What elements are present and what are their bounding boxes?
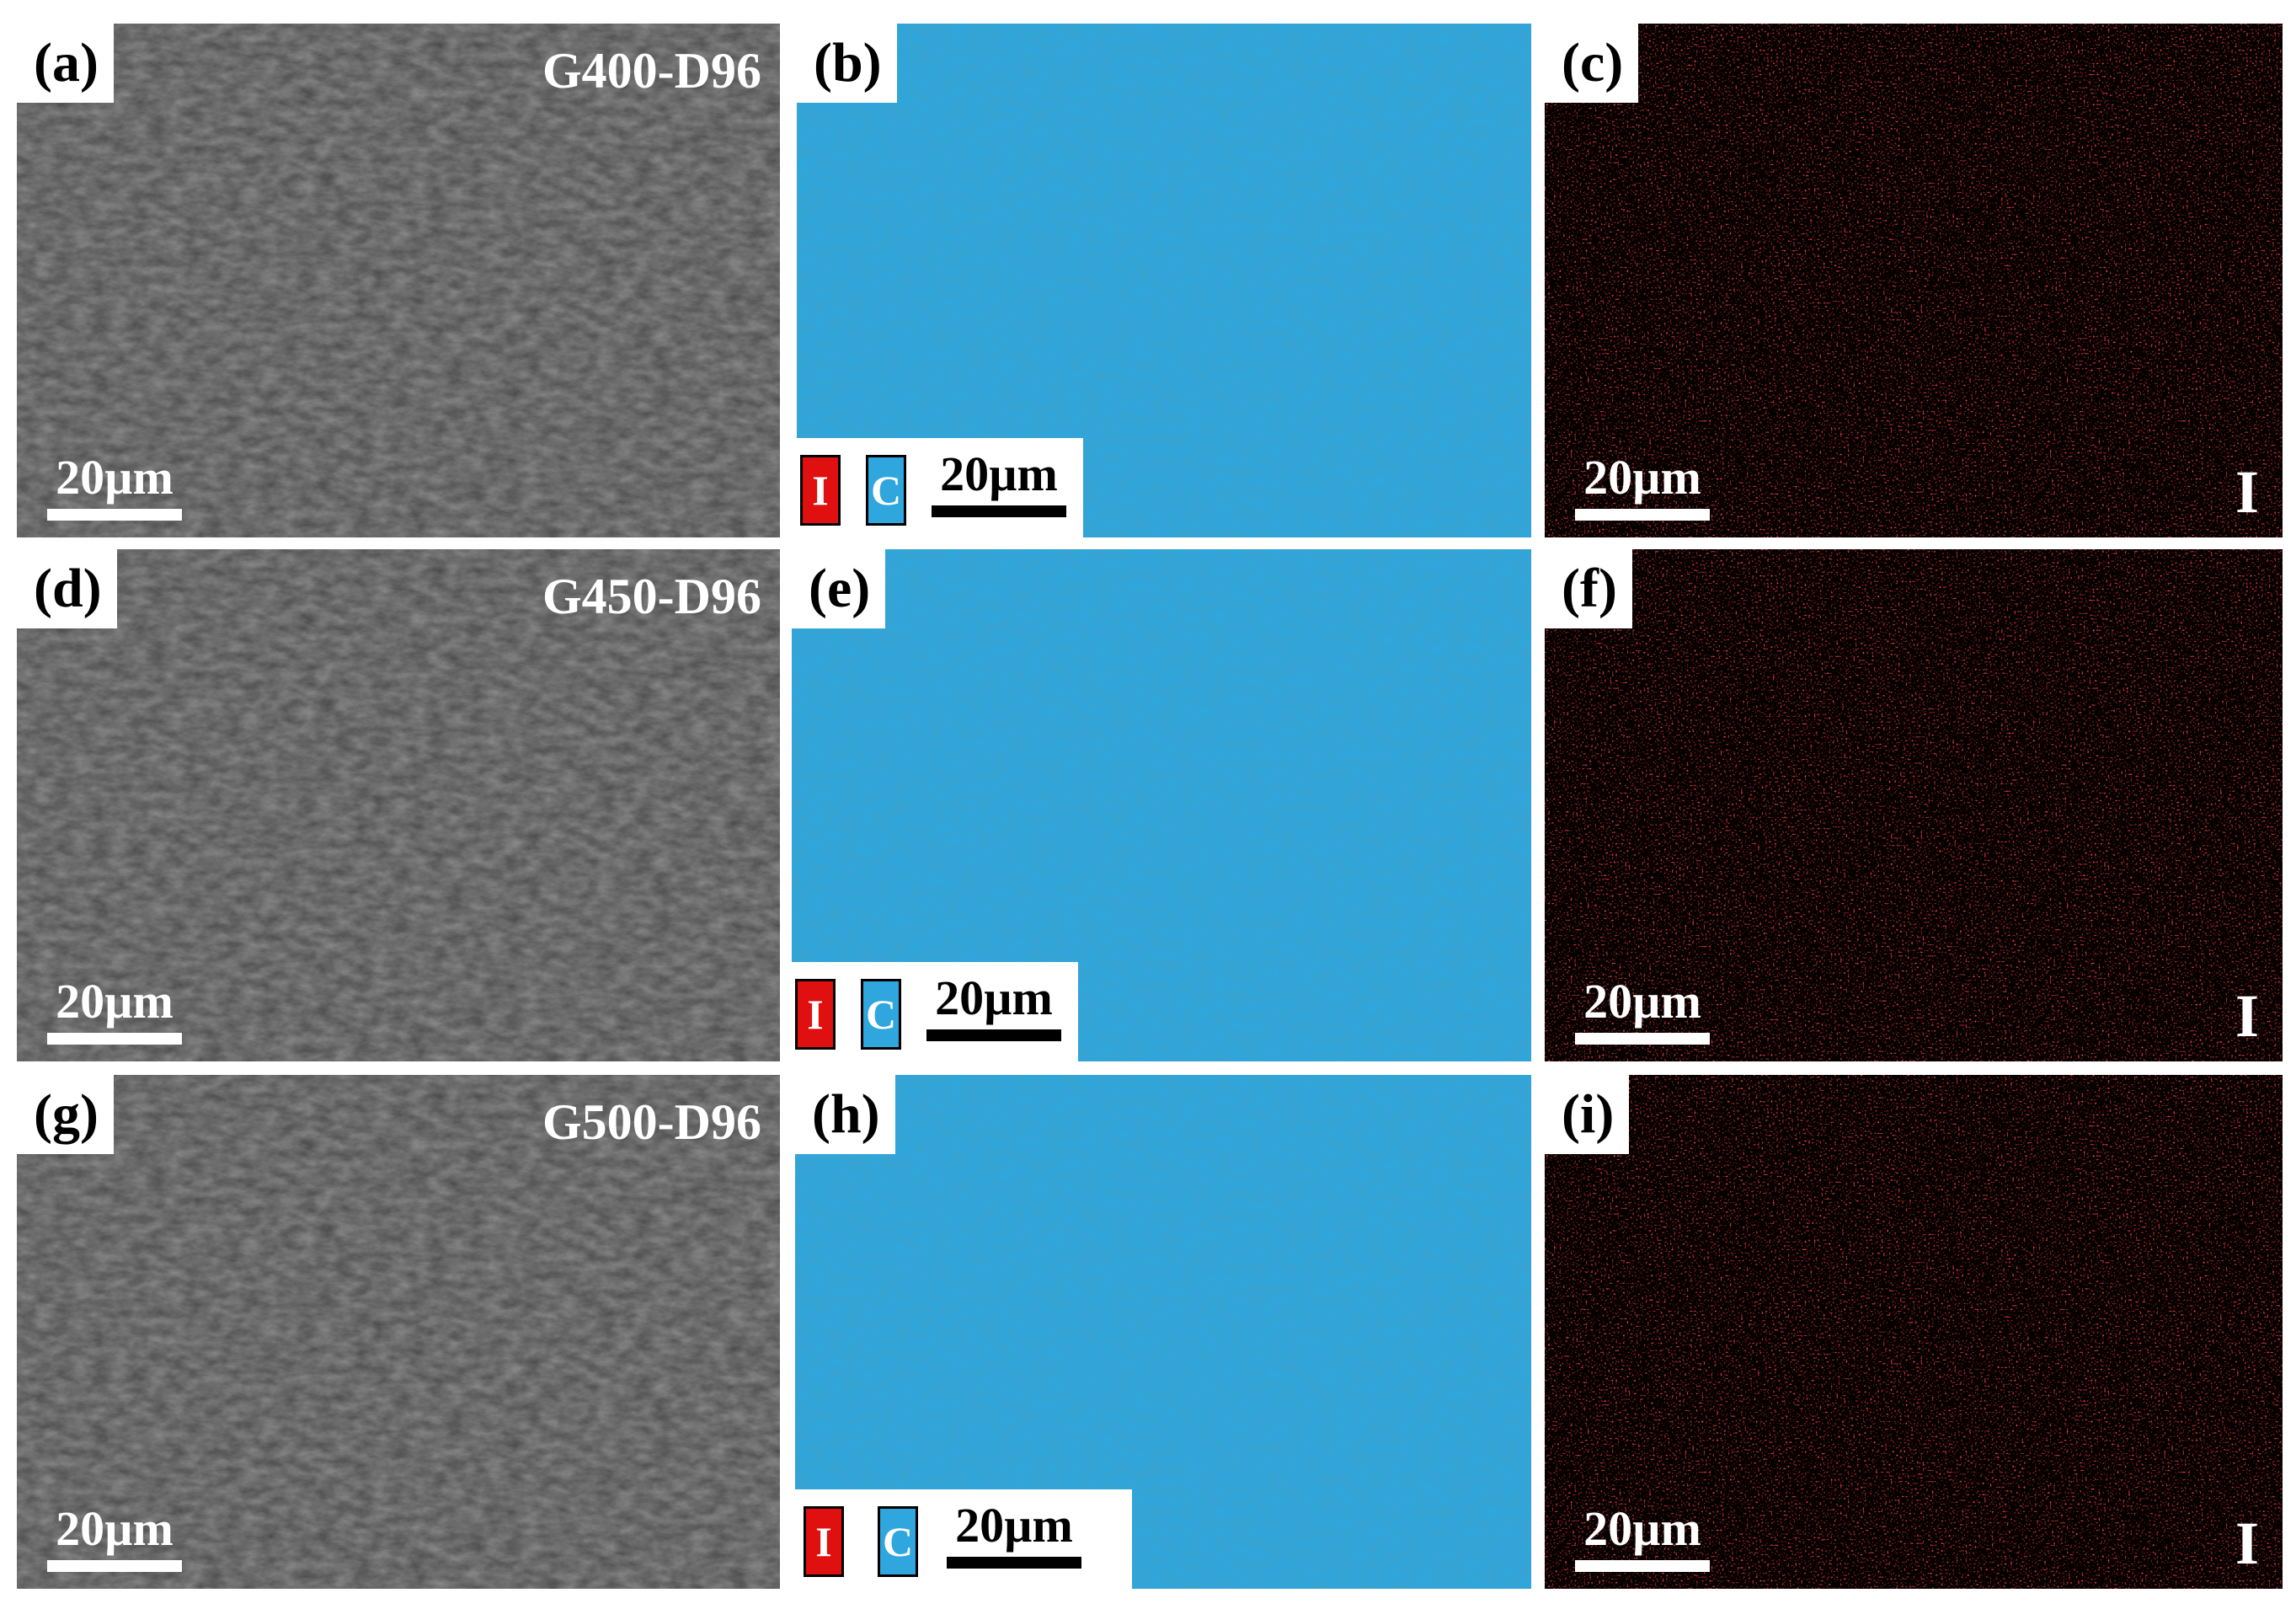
iron-swatch: I (800, 455, 841, 526)
scale-bar: 20µm (47, 453, 182, 521)
sem-image-g: (g) G500-D96 20µm (17, 1075, 780, 1589)
scale-bar: 20µm (47, 977, 182, 1045)
panel-label: (e) (792, 549, 886, 628)
element-symbol: I (2235, 458, 2259, 526)
carbon-map-b: (b) I C 20µm (797, 24, 1531, 537)
sem-image-d: (d) G450-D96 20µm (17, 549, 780, 1061)
carbon-map-e: (e) I C 20µm (792, 549, 1531, 1061)
panel-label: (b) (797, 24, 897, 103)
scale-label: 20µm (1583, 450, 1701, 505)
scale-bar: 20µm (947, 1501, 1081, 1569)
scale-label: 20µm (1583, 974, 1701, 1029)
iron-texture (1545, 24, 2283, 537)
scale-line (1575, 1033, 1710, 1045)
scale-line (947, 1557, 1081, 1569)
panel-label: (h) (795, 1075, 895, 1154)
scale-label: 20µm (56, 974, 174, 1029)
panel-label: (a) (17, 24, 114, 103)
sample-name: G400-D96 (542, 43, 761, 99)
scale-label: 20µm (955, 1498, 1073, 1553)
scale-bar: 20µm (926, 974, 1061, 1041)
element-symbol: I (2235, 1510, 2259, 1577)
iron-map-f: (f) 20µm I (1545, 549, 2283, 1061)
scale-line (1575, 509, 1710, 521)
panel-label: (f) (1545, 549, 1632, 628)
iron-swatch: I (804, 1506, 844, 1577)
sem-texture (17, 549, 780, 1061)
iron-map-c: (c) 20µm I (1545, 24, 2283, 537)
iron-map-i: (i) 20µm I (1545, 1075, 2283, 1589)
sample-name: G450-D96 (542, 569, 761, 624)
element-symbol: I (2235, 982, 2259, 1050)
element-legend: I C 20µm (795, 1489, 1132, 1589)
sem-texture (17, 24, 780, 537)
iron-swatch: I (795, 979, 836, 1050)
scale-label: 20µm (1583, 1501, 1701, 1556)
carbon-swatch: C (861, 979, 901, 1050)
scale-line (47, 509, 182, 521)
panel-label: (d) (17, 549, 117, 628)
scale-bar: 20µm (1575, 977, 1710, 1045)
carbon-map-h: (h) I C 20µm (795, 1075, 1531, 1589)
scale-bar: 20µm (1575, 1505, 1710, 1572)
scale-label: 20µm (940, 446, 1058, 501)
scale-line (47, 1560, 182, 1572)
scale-line (926, 1029, 1061, 1041)
panel-label: (c) (1545, 24, 1639, 103)
iron-texture (1545, 1075, 2283, 1589)
element-legend: I C 20µm (792, 962, 1078, 1061)
sem-texture (17, 1075, 780, 1589)
scale-line (1575, 1560, 1710, 1572)
sem-image-a: (a) G400-D96 20µm (17, 24, 780, 537)
carbon-swatch: C (866, 455, 906, 526)
panel-label: (i) (1545, 1075, 1630, 1154)
element-legend: I C 20µm (797, 438, 1083, 537)
scale-label: 20µm (935, 970, 1053, 1025)
carbon-swatch: C (878, 1506, 918, 1577)
scale-bar: 20µm (47, 1505, 182, 1572)
scale-bar: 20µm (1575, 453, 1710, 521)
panel-label: (g) (17, 1075, 114, 1154)
scale-label: 20µm (56, 450, 174, 505)
sample-name: G500-D96 (542, 1094, 761, 1150)
scale-bar: 20µm (932, 450, 1066, 517)
scale-label: 20µm (56, 1501, 174, 1556)
scale-line (47, 1033, 182, 1045)
iron-texture (1545, 549, 2283, 1061)
scale-line (932, 505, 1066, 517)
